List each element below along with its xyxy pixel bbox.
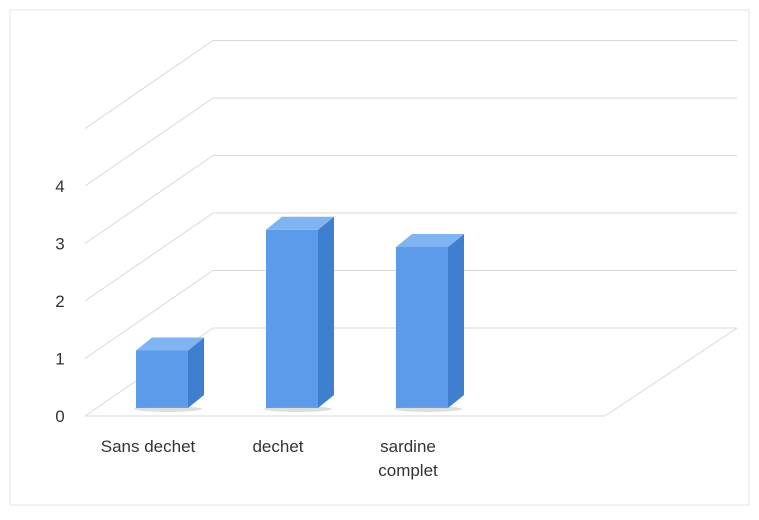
y-tick-label: 3: [55, 235, 64, 254]
bar: [134, 337, 204, 412]
bar-front-face: [266, 229, 318, 408]
y-tick-label: 4: [55, 177, 64, 196]
y-tick-label: 1: [55, 350, 64, 369]
x-tick-label: sardine complet: [378, 437, 438, 480]
bar-top-face: [396, 234, 464, 247]
bar-side-face: [318, 216, 334, 408]
gridline-side-2: [84, 212, 214, 302]
bar-side-face: [188, 337, 204, 408]
y-tick-label: 0: [55, 407, 64, 426]
gridline-side-5: [84, 40, 214, 129]
gridline-side-1: [84, 270, 214, 359]
floor-right-edge: [604, 327, 738, 417]
y-tick-label: 2: [55, 292, 64, 311]
bar-front-face: [396, 247, 448, 408]
x-tick-label: Sans dechet: [101, 437, 196, 456]
bar: [394, 234, 464, 412]
bar-front-face: [136, 350, 188, 408]
bar-shadow: [264, 406, 332, 412]
bar-shadow: [394, 406, 462, 412]
x-axis: Sans dechet dechet sardine complet: [101, 437, 438, 480]
y-axis: 0 1 2 3 4: [55, 177, 64, 426]
bar-side-face: [448, 234, 464, 408]
bar-top-face: [266, 216, 334, 230]
gridline-side-4: [84, 97, 214, 187]
bars: [134, 216, 464, 412]
gridline-side-3: [84, 155, 214, 244]
x-tick-label: dechet: [252, 437, 303, 456]
chart-area: [9, 9, 750, 506]
bar-top-face: [136, 337, 204, 351]
bar-shadow: [134, 406, 202, 412]
bar: [264, 216, 334, 412]
